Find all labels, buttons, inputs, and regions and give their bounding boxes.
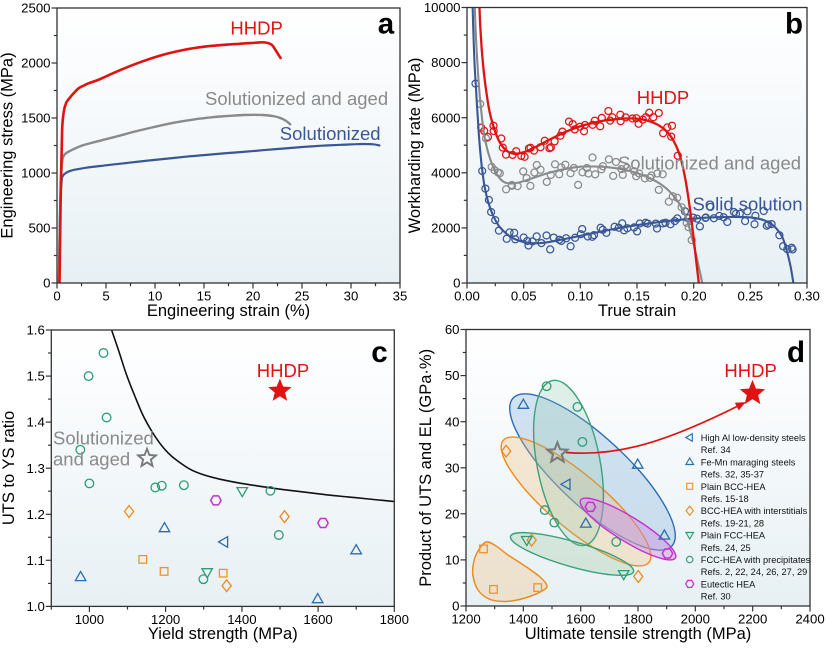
svg-text:Solutionized and aged: Solutionized and aged [618,153,801,174]
svg-text:HHDP: HHDP [230,18,282,39]
svg-text:30: 30 [344,289,359,304]
svg-text:2200: 2200 [738,612,767,627]
svg-text:0.00: 0.00 [454,289,480,304]
svg-text:2400: 2400 [795,612,824,627]
svg-text:Refs. 32, 35-37: Refs. 32, 35-37 [701,470,764,480]
svg-text:Solutionized: Solutionized [53,428,154,449]
svg-text:2000: 2000 [21,56,50,71]
svg-text:0: 0 [452,599,459,614]
svg-text:1400: 1400 [227,612,256,627]
svg-text:Plain BCC-HEA: Plain BCC-HEA [701,482,767,492]
svg-text:d: d [787,336,805,369]
svg-text:1500: 1500 [21,111,50,126]
svg-text:Fe-Mn maraging steels: Fe-Mn maraging steels [701,457,796,467]
svg-text:Engineering stress (MPa): Engineering stress (MPa) [0,52,17,238]
svg-text:4000: 4000 [431,165,460,180]
svg-text:10: 10 [445,553,460,568]
svg-text:0.10: 0.10 [567,289,593,304]
svg-text:2500: 2500 [21,1,50,16]
svg-text:1600: 1600 [303,612,332,627]
svg-text:1200: 1200 [451,612,480,627]
svg-text:Workharding rate (MPa): Workharding rate (MPa) [406,58,424,234]
svg-text:a: a [378,7,395,40]
svg-text:FCC-HEA with precipitates: FCC-HEA with precipitates [701,555,811,565]
svg-text:UTS to YS ratio: UTS to YS ratio [0,411,18,525]
svg-text:1.0: 1.0 [26,599,44,614]
svg-text:6000: 6000 [431,110,460,125]
svg-text:0: 0 [453,276,460,291]
svg-text:35: 35 [393,289,408,304]
svg-text:and aged: and aged [53,449,130,470]
svg-text:0.30: 0.30 [794,289,820,304]
svg-text:Product of UTS and EL (GPa·%): Product of UTS and EL (GPa·%) [417,349,435,587]
svg-text:c: c [371,336,387,369]
svg-text:True strain: True strain [598,302,676,320]
svg-text:Solutionized: Solutionized [280,123,381,144]
svg-text:0.05: 0.05 [511,289,537,304]
svg-text:500: 500 [28,221,50,236]
svg-text:HHDP: HHDP [257,360,309,381]
svg-text:Refs. 19-21, 28: Refs. 19-21, 28 [701,518,764,528]
svg-text:Plain FCC-HEA: Plain FCC-HEA [701,531,766,541]
svg-text:b: b [785,8,803,41]
svg-text:0.20: 0.20 [681,289,707,304]
svg-text:High Al low-density steels: High Al low-density steels [701,433,806,443]
svg-text:Ref. 30: Ref. 30 [701,592,731,602]
svg-text:1800: 1800 [623,612,652,627]
svg-text:1800: 1800 [380,612,409,627]
svg-text:1600: 1600 [566,612,595,627]
svg-text:1.6: 1.6 [26,323,44,338]
svg-text:20: 20 [246,289,261,304]
svg-text:1200: 1200 [151,612,180,627]
svg-text:25: 25 [295,289,310,304]
svg-text:Ultimate tensile strength (MPa: Ultimate tensile strength (MPa) [525,625,752,643]
svg-text:Yield strength (MPa): Yield strength (MPa) [148,625,298,643]
svg-text:0.15: 0.15 [624,289,650,304]
svg-text:8000: 8000 [431,55,460,70]
svg-text:0.25: 0.25 [737,289,763,304]
svg-text:Engineering strain (%): Engineering strain (%) [147,302,310,320]
svg-text:BCC-HEA with interstitials: BCC-HEA with interstitials [701,506,808,516]
svg-text:Refs. 2, 22, 24, 26, 27, 29: Refs. 2, 22, 24, 26, 27, 29 [701,567,807,577]
svg-text:Ref. 34: Ref. 34 [701,445,731,455]
svg-text:30: 30 [445,460,460,475]
svg-text:1000: 1000 [21,166,50,181]
svg-text:0: 0 [43,276,50,291]
svg-text:10: 10 [148,289,163,304]
svg-text:1000: 1000 [75,612,104,627]
svg-text:2000: 2000 [431,221,460,236]
svg-text:1.5: 1.5 [26,369,44,384]
svg-text:HHDP: HHDP [637,87,689,108]
svg-text:1.3: 1.3 [26,461,44,476]
svg-text:1400: 1400 [509,612,538,627]
svg-text:0: 0 [53,289,60,304]
svg-text:Solid solution: Solid solution [692,194,802,215]
svg-text:40: 40 [445,414,460,429]
svg-text:HHDP: HHDP [724,360,776,381]
svg-text:15: 15 [197,289,212,304]
svg-text:Solutionized and aged: Solutionized and aged [205,88,388,109]
svg-text:5: 5 [102,289,109,304]
svg-text:20: 20 [445,506,460,521]
svg-text:60: 60 [445,322,460,337]
svg-text:50: 50 [445,368,460,383]
svg-text:1.2: 1.2 [26,507,44,522]
svg-text:1.1: 1.1 [26,553,44,568]
svg-text:2000: 2000 [681,612,710,627]
svg-text:1.4: 1.4 [26,415,44,430]
svg-text:Eutectic HEA: Eutectic HEA [701,579,756,589]
svg-text:Refs. 15-18: Refs. 15-18 [701,494,749,504]
svg-text:Refs. 24, 25: Refs. 24, 25 [701,543,751,553]
svg-text:10000: 10000 [424,0,461,15]
